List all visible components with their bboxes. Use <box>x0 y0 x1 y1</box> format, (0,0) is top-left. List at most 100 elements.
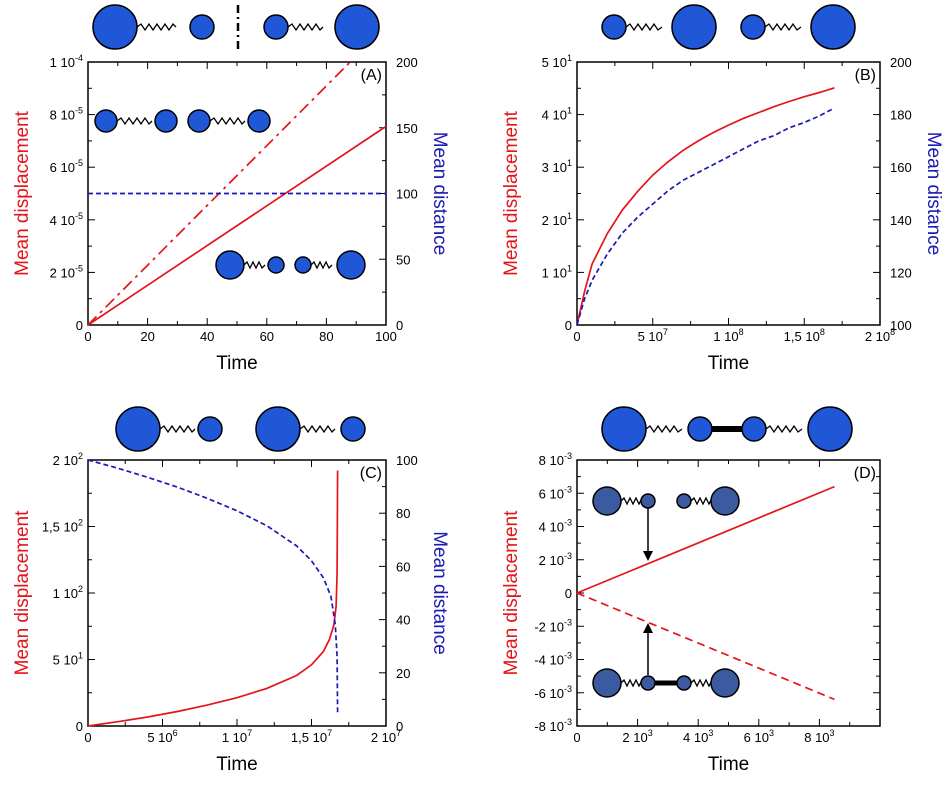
y-tick-label: 2 10-5 <box>50 263 83 280</box>
x-tick-label: 20 <box>140 329 154 344</box>
panel-d-ylabel: Mean displacement <box>501 510 522 675</box>
x-tick-label: 1,5 108 <box>784 327 825 344</box>
y-tick-label: 1,5 102 <box>42 518 83 535</box>
panel-c-series-2 <box>87 459 339 713</box>
panel-c-xlabel: Time <box>216 754 258 775</box>
x-tick-label: 80 <box>319 329 333 344</box>
panel-c-ylabel: Mean displacement <box>12 510 33 675</box>
panel-d-xlabel: Time <box>708 754 750 775</box>
panel-a <box>92 4 380 280</box>
panel-c-frame <box>87 459 387 727</box>
panel-c-ylabel2: Mean distance <box>429 531 450 655</box>
y2-tick-label: 20 <box>396 666 410 681</box>
x-tick-label: 4 103 <box>683 728 713 745</box>
x-tick-label: 2 108 <box>865 327 895 344</box>
y2-tick-label: 0 <box>396 318 403 333</box>
y-tick-label: 0 <box>76 719 83 734</box>
panel-a-xlabel: Time <box>216 353 258 374</box>
y2-tick-label: 140 <box>890 213 912 228</box>
y2-tick-label: 40 <box>396 613 410 628</box>
panel-b-plot: 0 5 107 1 108 1,5 108 2 108 0 1 101 2 101 3 101 4… <box>501 53 944 374</box>
y-tick-label: 0 <box>565 318 572 333</box>
y2-tick-label: 0 <box>396 719 403 734</box>
panel-c-top-schematic <box>115 406 366 452</box>
y2-tick-label: 150 <box>396 121 418 136</box>
x-tick-label: 2 103 <box>622 728 652 745</box>
y2-tick-label: 100 <box>890 318 912 333</box>
panel-a-ylabel: Mean displacement <box>12 110 33 275</box>
panel-a-series-2 <box>87 125 387 326</box>
panel-a-ylabel2: Mean distance <box>429 132 450 256</box>
y-tick-label: 5 101 <box>53 651 83 668</box>
y-tick-label: 5 101 <box>542 53 572 70</box>
x-tick-label: 60 <box>260 329 274 344</box>
y-tick-label: -8 10-3 <box>534 717 572 734</box>
x-tick-label: 8 103 <box>804 728 834 745</box>
y-tick-label: 1 10-4 <box>50 53 83 70</box>
panel-a-inset-lower <box>215 250 366 280</box>
y-tick-label: 0 <box>76 318 83 333</box>
panel-a-top-schematic <box>92 4 380 50</box>
y2-tick-label: 100 <box>396 453 418 468</box>
y-tick-label: 0 <box>565 586 572 601</box>
panel-c-series-1 <box>87 470 339 727</box>
panel-d-plot: 0 2 103 4 103 6 103 8 103 -8 10-3 -6 10-3 -4 10… <box>501 451 881 775</box>
y-tick-label: 3 101 <box>542 158 572 175</box>
y2-tick-label: 160 <box>890 160 912 175</box>
x-tick-label: 0 <box>573 329 580 344</box>
y2-tick-label: 60 <box>396 559 410 574</box>
y-tick-label: 1 101 <box>542 263 572 280</box>
panel-b-series-2 <box>576 107 835 326</box>
y-tick-label: 4 10-3 <box>539 518 572 535</box>
y-tick-label: 6 10-3 <box>539 484 572 501</box>
x-tick-label: 5 107 <box>638 327 668 344</box>
x-tick-label: 0 <box>84 730 91 745</box>
x-tick-label: 2 107 <box>371 728 401 745</box>
y2-tick-label: 80 <box>396 506 410 521</box>
x-tick-label: 1 107 <box>222 728 252 745</box>
y-tick-label: 2 101 <box>542 211 572 228</box>
x-tick-label: 1 108 <box>713 327 743 344</box>
x-tick-label: 6 103 <box>744 728 774 745</box>
panel-a-inset-upper <box>94 109 271 133</box>
x-tick-label: 40 <box>200 329 214 344</box>
panel-b-series-1 <box>576 86 835 326</box>
y2-tick-label: 200 <box>890 55 912 70</box>
y-tick-label: -2 10-3 <box>534 617 572 634</box>
panel-b-label: (B) <box>855 67 876 84</box>
panel-b-xlabel: Time <box>708 353 750 374</box>
y2-tick-label: 120 <box>890 265 912 280</box>
panel-b-frame <box>576 61 881 326</box>
y-tick-label: 2 10-3 <box>539 551 572 568</box>
panel-b-top-schematic <box>601 4 856 50</box>
panel-d-inset-upper <box>592 486 740 561</box>
y2-tick-label: 200 <box>396 55 418 70</box>
panel-d-inset-lower <box>592 623 740 698</box>
y-tick-label: -6 10-3 <box>534 684 572 701</box>
panel-b-ylabel2: Mean distance <box>923 132 944 256</box>
x-tick-label: 0 <box>573 730 580 745</box>
panel-c-label: (C) <box>360 465 382 482</box>
x-tick-label: 100 <box>375 329 397 344</box>
panel-a-label: (A) <box>361 67 382 84</box>
panel-d-label: (D) <box>854 465 876 482</box>
panel-d-series-2 <box>576 592 835 701</box>
y-tick-label: 8 10-3 <box>539 451 572 468</box>
panel-d-top-schematic <box>601 406 853 452</box>
x-tick-label: 5 106 <box>147 728 177 745</box>
panel-b-ylabel: Mean displacement <box>501 110 522 275</box>
y-tick-label: 8 10-5 <box>50 106 83 123</box>
y-tick-label: 4 101 <box>542 106 572 123</box>
y-tick-label: 6 10-5 <box>50 158 83 175</box>
y2-tick-label: 180 <box>890 108 912 123</box>
y-tick-label: 1 102 <box>53 584 83 601</box>
y-tick-label: 2 102 <box>53 451 83 468</box>
y2-tick-label: 50 <box>396 252 410 267</box>
x-tick-label: 1,5 107 <box>291 728 332 745</box>
y-tick-label: -4 10-3 <box>534 651 572 668</box>
y2-tick-label: 100 <box>396 187 418 202</box>
